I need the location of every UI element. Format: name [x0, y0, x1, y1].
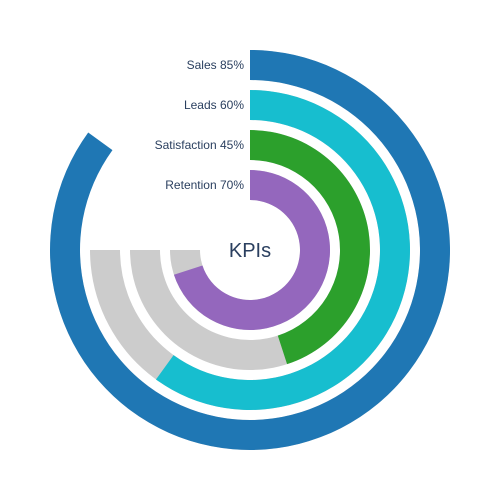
- label-sales: Sales 85%: [187, 58, 245, 72]
- bar-retention: [173, 169, 331, 330]
- label-leads: Leads 60%: [184, 98, 244, 112]
- bar-satisfaction: [250, 130, 371, 365]
- ring-labels: Sales 85% Leads 60% Satisfaction 45% Retent…: [155, 58, 245, 192]
- label-satisfaction: Satisfaction 45%: [155, 138, 245, 152]
- center-label: KPIs: [229, 240, 271, 262]
- bar-leads: [155, 90, 410, 411]
- label-retention: Retention 70%: [165, 178, 244, 192]
- ring-bars: [50, 50, 451, 450]
